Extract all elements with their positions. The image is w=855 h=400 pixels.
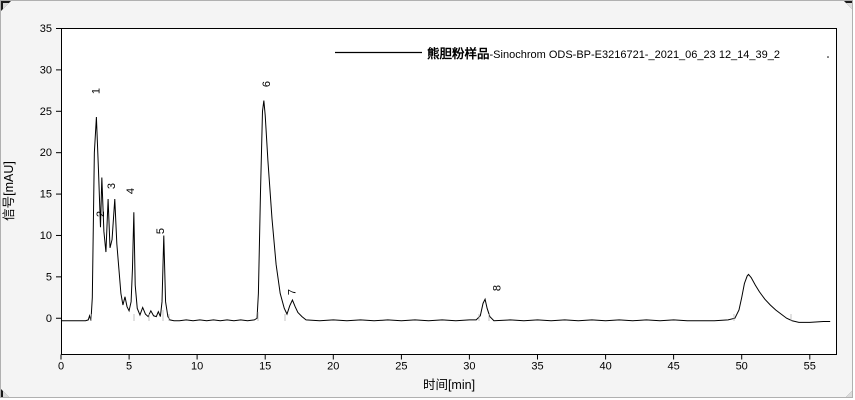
svg-text:7: 7 <box>287 289 299 295</box>
svg-text:10: 10 <box>40 230 52 242</box>
svg-text:25: 25 <box>395 361 407 373</box>
svg-text:55: 55 <box>804 361 816 373</box>
svg-text:0: 0 <box>58 361 64 373</box>
svg-text:2: 2 <box>95 211 107 217</box>
svg-text:1: 1 <box>91 88 103 94</box>
svg-text:15: 15 <box>259 361 271 373</box>
svg-text:5: 5 <box>126 361 132 373</box>
svg-text:45: 45 <box>667 361 679 373</box>
svg-text:10: 10 <box>191 361 203 373</box>
svg-text:时间[min]: 时间[min] <box>423 378 475 392</box>
svg-text:20: 20 <box>40 147 52 159</box>
svg-text:30: 30 <box>463 361 475 373</box>
svg-text:35: 35 <box>40 23 52 35</box>
svg-text:50: 50 <box>736 361 748 373</box>
svg-text:30: 30 <box>40 64 52 76</box>
svg-text:25: 25 <box>40 106 52 118</box>
svg-text:6: 6 <box>261 81 273 87</box>
svg-text:0: 0 <box>46 313 52 325</box>
svg-text:8: 8 <box>491 285 503 291</box>
svg-text:熊胆粉样品-Sinochrom ODS-BP-E321672: 熊胆粉样品-Sinochrom ODS-BP-E3216721-_2021_06… <box>427 46 780 61</box>
svg-text:15: 15 <box>40 189 52 201</box>
svg-text:4: 4 <box>125 188 137 194</box>
svg-text:40: 40 <box>599 361 611 373</box>
svg-text:3: 3 <box>106 183 118 189</box>
svg-text:35: 35 <box>531 361 543 373</box>
svg-text:5: 5 <box>46 271 52 283</box>
svg-text:5: 5 <box>155 228 167 234</box>
svg-text:20: 20 <box>327 361 339 373</box>
svg-text:信号[mAU]: 信号[mAU] <box>2 161 16 221</box>
